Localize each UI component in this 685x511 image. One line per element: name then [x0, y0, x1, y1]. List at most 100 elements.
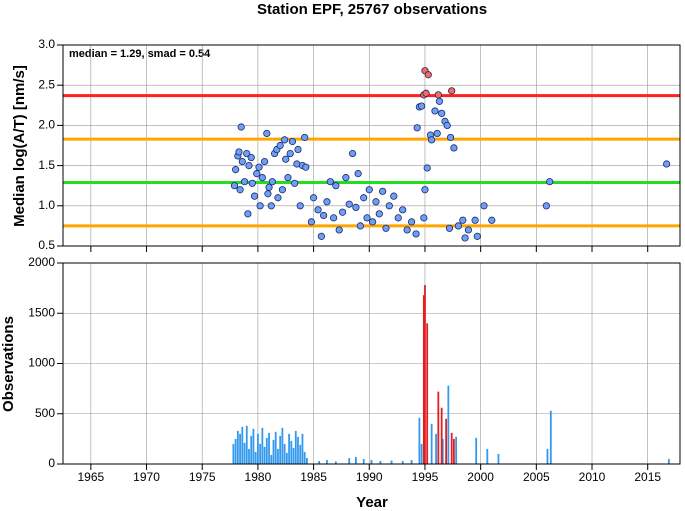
y-tick-label: 2.0 — [38, 118, 55, 132]
plot-frame — [62, 44, 681, 247]
bar — [265, 437, 268, 464]
data-point — [301, 133, 309, 142]
data-point — [354, 170, 362, 178]
data-point — [375, 210, 383, 218]
bar — [303, 451, 306, 464]
bar — [422, 295, 425, 464]
bar — [234, 438, 237, 464]
data-point — [488, 216, 496, 224]
x-tick-label: 1995 — [412, 470, 439, 484]
data-point — [258, 174, 266, 182]
bar — [248, 448, 250, 464]
data-point — [399, 206, 407, 214]
data-point — [253, 170, 261, 178]
data-point — [247, 153, 255, 162]
bar — [263, 446, 266, 464]
data-point — [365, 186, 373, 194]
bar — [306, 457, 308, 464]
bar — [259, 443, 262, 464]
data-point — [448, 87, 456, 95]
data-point — [236, 186, 244, 194]
bar — [424, 285, 426, 464]
data-point — [407, 218, 416, 226]
data-point — [237, 123, 245, 131]
bar — [450, 432, 453, 464]
bar — [245, 425, 248, 464]
data-point — [471, 216, 479, 224]
data-point — [473, 232, 481, 240]
bar — [420, 443, 423, 464]
x-tick-label: 1970 — [133, 470, 160, 484]
data-point — [443, 121, 451, 130]
x-tick-label: 2015 — [634, 470, 661, 484]
data-point — [412, 230, 420, 238]
data-point — [323, 198, 331, 206]
y-tick-label: 1500 — [28, 305, 55, 319]
x-tick-label: 1985 — [300, 470, 327, 484]
bar — [257, 433, 259, 464]
data-point — [382, 224, 390, 232]
data-point — [240, 178, 249, 186]
data-point — [461, 234, 469, 242]
data-point — [260, 157, 269, 166]
bar — [243, 442, 246, 464]
data-point — [379, 187, 387, 195]
bar — [379, 460, 382, 464]
bar — [252, 428, 255, 464]
x-tick-label: 1965 — [77, 470, 104, 484]
y-tick-label: 1.0 — [38, 198, 55, 212]
data-point — [372, 198, 380, 206]
bar — [426, 323, 429, 464]
bar — [447, 385, 450, 464]
data-point — [256, 202, 264, 210]
data-point — [352, 203, 360, 212]
bar — [390, 460, 393, 464]
data-point — [434, 91, 442, 99]
data-point — [428, 136, 436, 144]
bar — [254, 451, 257, 464]
data-point — [264, 190, 272, 198]
bar — [299, 444, 302, 464]
bar — [418, 417, 421, 464]
bar — [441, 438, 444, 464]
data-point — [424, 71, 432, 79]
bar — [334, 461, 337, 464]
bar — [241, 426, 244, 464]
data-point — [338, 208, 347, 216]
data-point — [291, 179, 299, 187]
data-point — [335, 226, 343, 234]
y-tick-label: 500 — [35, 406, 55, 420]
data-point — [438, 109, 446, 117]
bar — [497, 453, 500, 464]
data-point — [244, 210, 252, 218]
bar — [445, 418, 448, 464]
data-point — [278, 186, 287, 194]
bar — [301, 433, 304, 464]
data-point — [250, 192, 259, 200]
data-point — [309, 194, 318, 202]
bar — [348, 457, 351, 464]
data-point — [248, 179, 256, 187]
data-point — [546, 178, 554, 186]
bar — [401, 460, 404, 464]
bar — [455, 436, 458, 464]
data-point — [445, 224, 454, 232]
x-tick-label: 1990 — [356, 470, 383, 484]
data-point — [243, 149, 251, 158]
data-point — [431, 107, 439, 115]
data-point — [330, 214, 338, 222]
data-point — [332, 182, 340, 190]
data-point — [422, 89, 430, 97]
data-point — [255, 163, 263, 171]
data-point — [390, 192, 398, 200]
y-tick-label: 0 — [48, 456, 55, 470]
bar — [355, 456, 357, 464]
data-point — [480, 202, 488, 210]
annotation: median = 1.29, smad = 0.54 — [69, 48, 211, 60]
y-axis-label: Median log(A/T) [nm/s] — [11, 65, 28, 227]
data-point — [418, 102, 426, 110]
bar — [475, 437, 478, 464]
data-point — [542, 202, 550, 210]
bar — [440, 407, 443, 464]
